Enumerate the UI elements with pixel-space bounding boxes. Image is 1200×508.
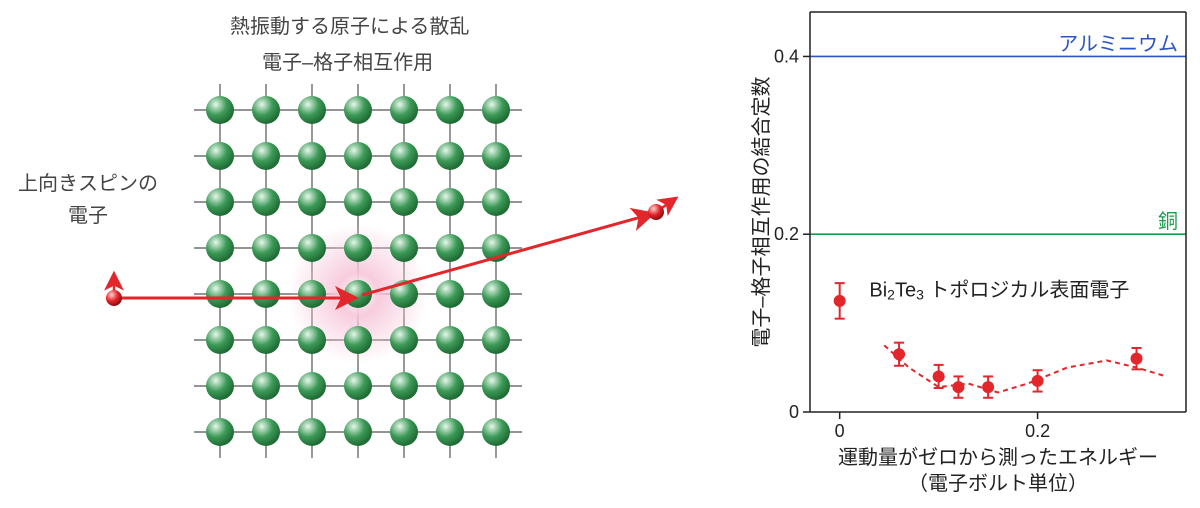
x-axis-label: 運動量がゼロから測ったエネルギー bbox=[838, 446, 1158, 469]
data-point bbox=[1032, 375, 1044, 387]
y-tick-label: 0.4 bbox=[774, 46, 799, 66]
fit-curve bbox=[884, 345, 1166, 392]
reference-line-label: 銅 bbox=[1158, 210, 1178, 233]
data-point bbox=[952, 381, 964, 393]
y-axis-label: 電子–格子相互作用の結合定数 bbox=[750, 76, 773, 347]
coupling-chart: アルミニウム銅Bi2Te3 トポロジカル表面電子00.20.400.2電子–格子… bbox=[0, 0, 1200, 508]
data-point bbox=[1131, 353, 1143, 365]
reference-line-label: アルミニウム bbox=[1058, 33, 1178, 55]
y-tick-label: 0 bbox=[789, 402, 799, 422]
data-point bbox=[834, 295, 846, 307]
y-tick-label: 0.2 bbox=[774, 224, 799, 244]
data-point bbox=[933, 370, 945, 382]
data-point bbox=[893, 348, 905, 360]
x-axis-label-2: （電子ボルト単位） bbox=[908, 472, 1088, 495]
x-tick-label: 0 bbox=[835, 421, 845, 441]
series-label: Bi2Te3 トポロジカル表面電子 bbox=[869, 278, 1129, 302]
x-tick-label: 0.2 bbox=[1025, 421, 1050, 441]
data-point bbox=[982, 381, 994, 393]
chart-svg: アルミニウム銅Bi2Te3 トポロジカル表面電子00.20.400.2電子–格子… bbox=[0, 0, 1200, 508]
